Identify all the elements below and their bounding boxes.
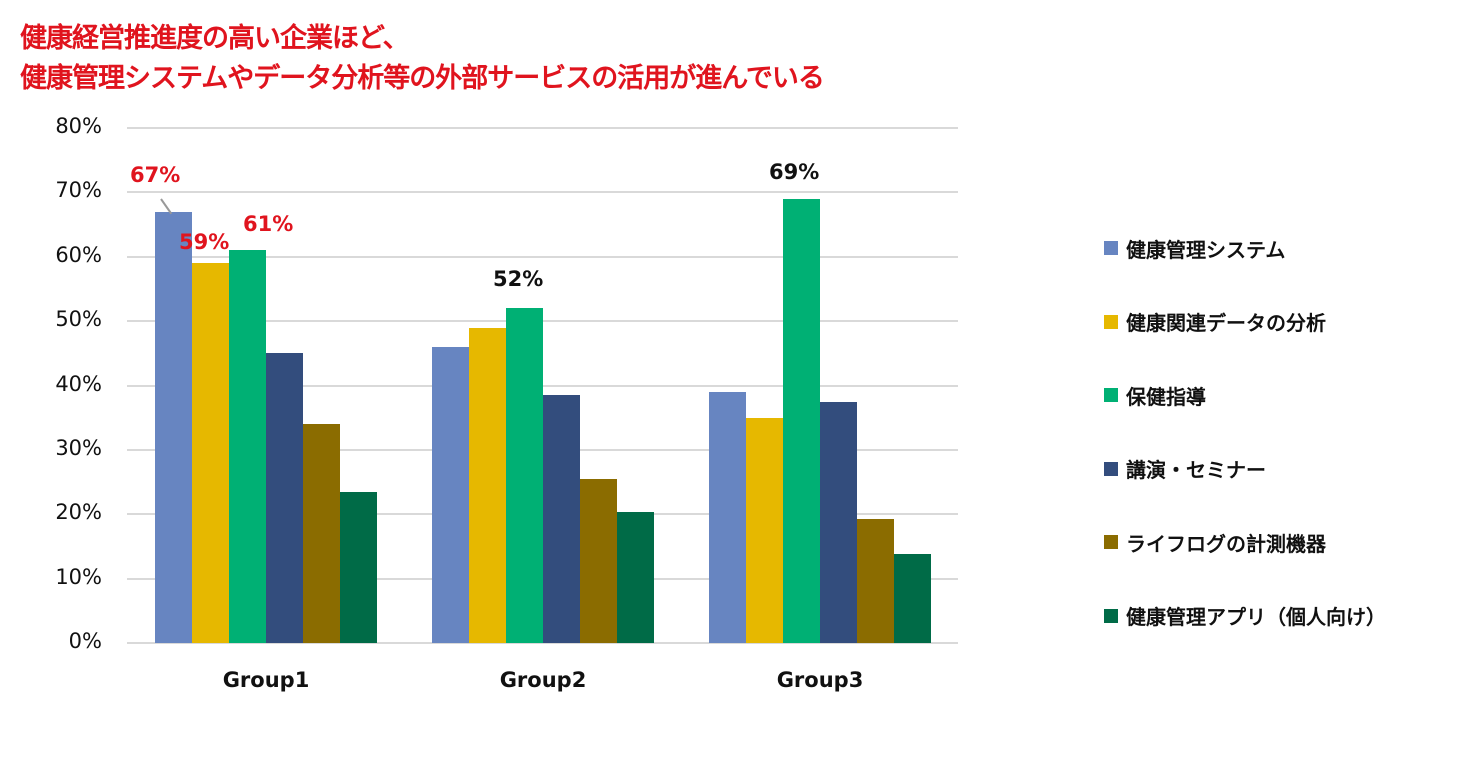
y-tick-label: 40%: [55, 371, 102, 396]
x-tick-label: Group1: [222, 668, 310, 692]
bar: [229, 250, 266, 643]
x-tick-label: Group3: [776, 668, 864, 692]
y-tick-label: 80%: [55, 114, 102, 138]
gridline: [127, 642, 958, 644]
bar: [894, 553, 931, 643]
legend-swatch-icon: [1104, 535, 1118, 549]
chart-title-line1: 健康経営推進度の高い企業ほど、: [20, 23, 410, 54]
legend-label: 保健指導: [1126, 384, 1206, 409]
y-tick-label: 0%: [68, 629, 102, 653]
chart-title-line2: 健康管理システムやデータ分析等の外部サービスの活用が進んでいる: [20, 63, 825, 94]
legend-label: 健康管理システム: [1126, 237, 1286, 262]
legend-item: 健康関連データの分析: [1104, 307, 1326, 337]
x-tick-label: Group2: [499, 668, 587, 692]
y-tick-label: 30%: [55, 435, 102, 460]
data-label: 61%: [243, 212, 294, 236]
bar: [266, 353, 303, 643]
gridline: [127, 255, 958, 258]
bar: [303, 424, 340, 643]
legend-item: 健康管理アプリ（個人向け）: [1104, 601, 1386, 631]
legend-label: 健康関連データの分析: [1126, 311, 1326, 335]
gridline: [127, 127, 958, 129]
bar: [192, 263, 229, 643]
legend-swatch-icon: [1104, 314, 1118, 329]
y-tick-label: 70%: [55, 178, 102, 203]
plot-area: [127, 127, 958, 644]
data-label: 59%: [179, 230, 230, 254]
bar: [506, 308, 543, 643]
bar: [820, 401, 857, 643]
gridline: [127, 191, 958, 194]
bar: [746, 417, 783, 643]
legend-item: 講演・セミナー: [1104, 454, 1266, 484]
y-tick-label: 50%: [55, 307, 102, 332]
legend-label: 講演・セミナー: [1126, 458, 1266, 482]
legend-swatch-icon: [1104, 461, 1118, 476]
legend-swatch-icon: [1104, 388, 1118, 402]
bar: [543, 394, 580, 643]
legend-item: ライフログの計測機器: [1104, 527, 1326, 557]
y-tick-label: 20%: [55, 500, 102, 525]
bar: [617, 511, 654, 643]
legend-label: 健康管理アプリ（個人向け）: [1126, 605, 1386, 629]
bar: [857, 518, 894, 643]
data-label: 52%: [493, 267, 544, 291]
legend-swatch-icon: [1104, 241, 1118, 255]
legend-item: 健康管理システム: [1104, 233, 1285, 263]
legend-label: ライフログの計測機器: [1126, 531, 1326, 556]
bar: [709, 391, 746, 643]
data-label: 69%: [769, 160, 820, 184]
legend-swatch-icon: [1104, 608, 1118, 623]
bar: [432, 346, 469, 643]
bar: [783, 198, 820, 643]
bar: [155, 211, 192, 643]
bar: [340, 491, 377, 643]
data-label: 67%: [130, 163, 181, 187]
y-tick-label: 10%: [55, 564, 102, 589]
y-tick-label: 60%: [55, 242, 102, 267]
legend-item: 保健指導: [1104, 380, 1206, 410]
bar: [580, 478, 617, 643]
bar: [469, 327, 506, 643]
